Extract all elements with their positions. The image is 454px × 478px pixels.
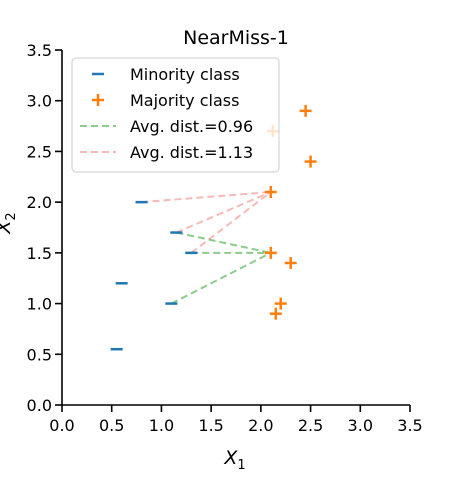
x-tick-label: 0.5 [99,416,124,435]
y-axis-label-main: X [0,220,15,235]
y-tick-label: 1.0 [27,295,52,314]
x-tick-label: 2.5 [298,416,323,435]
x-tick-label: 1.5 [198,416,223,435]
x-tick-label: 3.5 [397,416,422,435]
x-tick-label: 3.0 [348,416,373,435]
distance-line [175,191,272,234]
x-axis-label-main: X [223,447,238,469]
x-tick-label: 1.0 [149,416,174,435]
y-tick-label: 2.5 [27,142,52,161]
majority-point [274,297,287,310]
x-axis-label-sub: 1 [237,458,245,473]
y-tick-label: 3.0 [27,92,52,111]
majority-point [299,104,312,117]
legend-majority-marker [92,94,104,106]
legend-label: Avg. dist.=1.13 [130,143,253,162]
legend-label: Minority class [130,65,240,84]
legend-box [71,57,280,173]
x-tick-label: 0.0 [49,416,74,435]
x-tick-label: 2.0 [248,416,273,435]
x-axis-label: X1 [223,447,245,473]
distance-line [176,231,272,254]
y-tick-label: 3.5 [27,41,52,60]
y-axis-label: X2 [0,212,19,234]
majority-point [269,307,282,320]
y-axis-label-sub: 2 [4,212,19,220]
legend-label: Avg. dist.=0.96 [130,117,253,136]
y-tick-label: 0.5 [27,345,52,364]
majority-point [304,155,317,168]
y-tick-label: 1.5 [27,244,52,263]
distance-line [170,251,272,305]
majority-point [264,246,277,259]
axes: 0.0 0.5 1.0 1.5 2.0 2.5 3.0 3.5 0.0 0.5 1.0 1.5 2.0 2… [27,41,423,435]
y-tick-label: 2.0 [27,193,52,212]
majority-point [264,186,277,198]
distance-lines [141,191,272,305]
legend: Minority class Majority class Avg. dist.=0… [71,57,280,173]
chart-title: NearMiss-1 [183,27,289,49]
y-tick-label: 0.0 [27,396,52,415]
legend-label: Majority class [130,91,239,110]
distance-line [190,191,272,254]
majority-point [284,257,297,269]
